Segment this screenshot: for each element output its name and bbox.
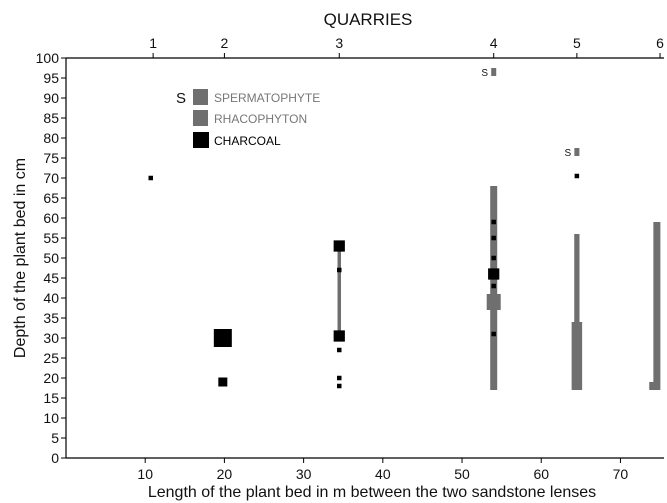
legend-label: RHACOPHYTON: [214, 112, 307, 126]
y-tick-label: 70: [43, 170, 59, 186]
y-tick-label: 5: [51, 430, 59, 446]
rhacophyton-bar: [571, 322, 583, 390]
quarry-label: 5: [573, 35, 581, 51]
y-tick-label: 85: [43, 110, 59, 126]
charcoal-point: [213, 329, 232, 347]
charcoal-point: [333, 330, 345, 342]
x-axis: 10 20 30 40 50 60 70: [137, 458, 628, 482]
legend-symbol: S: [176, 90, 186, 107]
x-tick-label: 30: [296, 466, 312, 482]
rhacophyton-bar: [486, 294, 501, 310]
x-tick-label: 10: [137, 466, 153, 482]
legend-swatch: [193, 132, 209, 148]
rhacophyton-bar: [649, 382, 660, 390]
y-axis: 0 5 10 15 20 25 30 35 40 45 50 55 60 65 70 75 80 85 90 95 10…: [36, 50, 66, 466]
charcoal-point: [491, 283, 496, 289]
charcoal-point: [148, 175, 153, 181]
y-tick-label: 35: [43, 310, 59, 326]
quarry-axis: 1 2 3 4 5 6: [149, 35, 664, 58]
charcoal-point: [491, 331, 496, 337]
y-tick-label: 50: [43, 250, 59, 266]
legend-label: SPERMATOPHYTE: [214, 91, 320, 105]
y-tick-label: 20: [43, 370, 59, 386]
x-tick-label: 40: [375, 466, 391, 482]
y-tick-label: 40: [43, 290, 59, 306]
legend: S SPERMATOPHYTE RHACOPHYTON CHARCOAL: [176, 89, 320, 148]
y-tick-label: 100: [36, 50, 60, 66]
spermatophyte-point-label: S: [565, 148, 572, 159]
y-tick-label: 30: [43, 330, 59, 346]
rhacophyton-series: [337, 186, 661, 390]
x-axis-label: Length of the plant bed in m between the…: [148, 484, 596, 501]
quarry-label: 3: [335, 35, 343, 51]
rhacophyton-bar: [574, 234, 580, 390]
charcoal-point: [337, 383, 342, 389]
charcoal-point: [491, 235, 496, 241]
charcoal-point: [333, 240, 345, 252]
y-tick-label: 0: [51, 450, 59, 466]
spermatophyte-point: [491, 68, 497, 76]
y-tick-label: 95: [43, 70, 59, 86]
charcoal-point: [337, 347, 342, 353]
charcoal-point: [574, 173, 580, 179]
y-tick-label: 15: [43, 390, 59, 406]
x-tick-label: 20: [217, 466, 233, 482]
charcoal-point: [491, 219, 496, 225]
y-tick-label: 75: [43, 150, 59, 166]
y-tick-label: 80: [43, 130, 59, 146]
quarry-label: 6: [656, 35, 664, 51]
charcoal-point: [488, 268, 500, 280]
legend-swatch: [193, 89, 208, 105]
rhacophyton-bar: [653, 222, 661, 390]
spermatophyte-series: SS: [481, 68, 580, 159]
charcoal-point: [491, 255, 496, 261]
y-tick-label: 60: [43, 210, 59, 226]
spermatophyte-point-label: S: [481, 68, 488, 79]
y-tick-label: 10: [43, 410, 59, 426]
y-tick-label: 65: [43, 190, 59, 206]
quarry-label: 4: [490, 35, 498, 51]
spermatophyte-point: [574, 148, 580, 156]
x-tick-label: 60: [533, 466, 549, 482]
charcoal-point: [337, 375, 342, 381]
x-tick-label: 50: [454, 466, 470, 482]
y-tick-label: 90: [43, 90, 59, 106]
x-tick-label: 70: [613, 466, 629, 482]
y-tick-label: 25: [43, 350, 59, 366]
chart-title: QUARRIES: [324, 10, 413, 29]
y-tick-label: 45: [43, 270, 59, 286]
y-tick-label: 55: [43, 230, 59, 246]
y-axis-label: Depth of the plant bed in cm: [12, 158, 29, 358]
quarry-label: 1: [149, 35, 157, 51]
charcoal-series: [148, 173, 580, 389]
charcoal-point: [337, 267, 342, 273]
legend-swatch: [193, 110, 208, 126]
legend-label: CHARCOAL: [214, 134, 281, 148]
charcoal-point: [218, 377, 228, 387]
quarry-label: 2: [221, 35, 229, 51]
rhacophyton-bar: [337, 246, 342, 338]
